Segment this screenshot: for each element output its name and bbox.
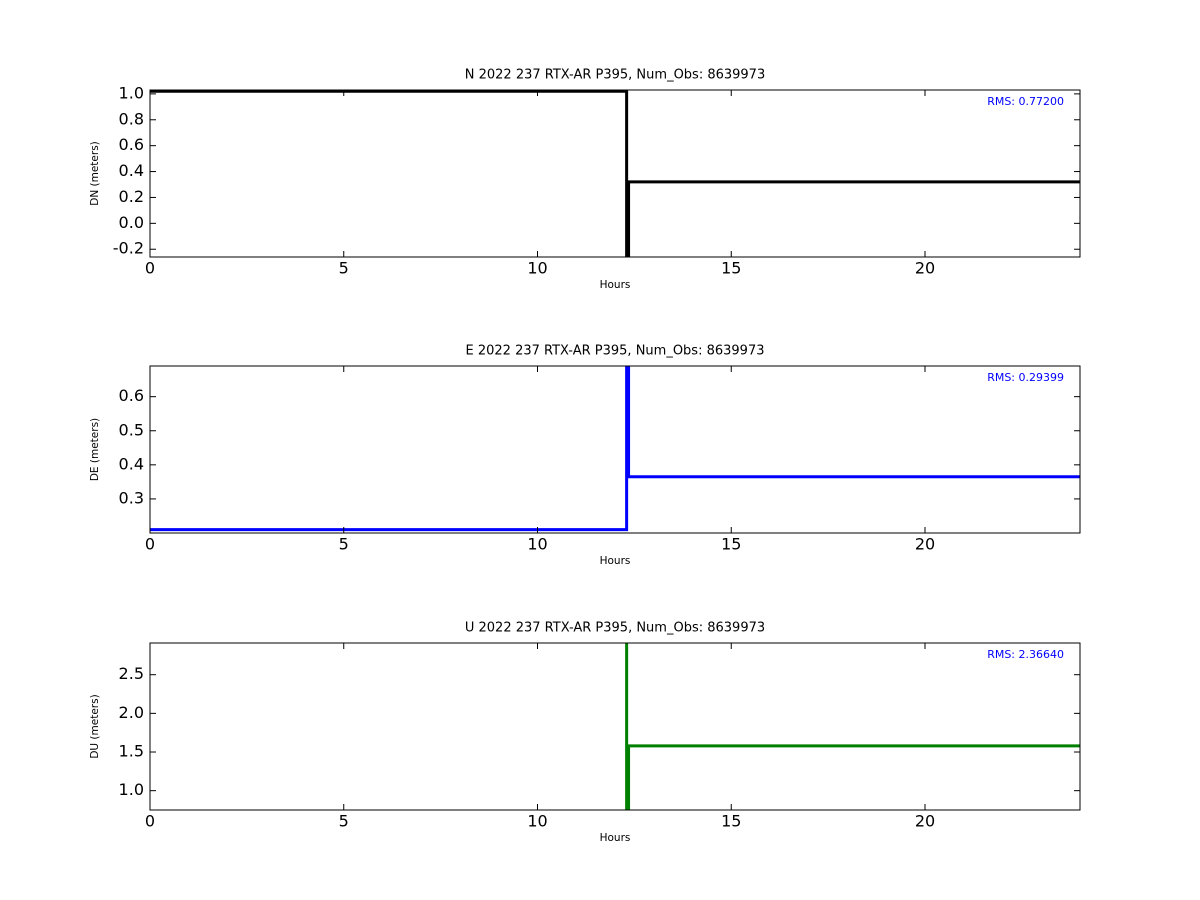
- y-tick-label: 0.4: [119, 161, 144, 180]
- rms-annotation: RMS: 0.77200: [987, 95, 1064, 108]
- subplot: E 2022 237 RTX-AR P395, Num_Obs: 8639973…: [89, 344, 1081, 567]
- y-tick-label: 0.0: [119, 213, 144, 232]
- y-tick-label: 1.0: [119, 780, 144, 799]
- plot-frame: [149, 365, 1081, 534]
- x-tick-label: 15: [721, 812, 741, 831]
- y-tick-label: 0.6: [119, 386, 144, 405]
- y-axis-label: DE (meters): [89, 418, 101, 481]
- y-tick-label: 1.0: [119, 83, 144, 102]
- y-tick-label: 0.4: [119, 454, 144, 473]
- x-axis-label: Hours: [600, 555, 631, 567]
- y-tick-label: 0.6: [119, 135, 144, 154]
- subplot-title: U 2022 237 RTX-AR P395, Num_Obs: 8639973: [465, 621, 765, 636]
- rms-annotation: RMS: 2.36640: [987, 648, 1064, 661]
- data-line: [625, 643, 1080, 810]
- y-tick-label: 1.5: [119, 742, 144, 761]
- x-tick-label: 10: [527, 259, 547, 278]
- x-tick-label: 20: [915, 812, 935, 831]
- y-tick-label: 0.2: [119, 187, 144, 206]
- x-tick-label: 0: [145, 259, 155, 278]
- x-tick-label: 10: [527, 812, 547, 831]
- y-axis-label: DN (meters): [89, 141, 101, 206]
- x-tick-label: 5: [339, 535, 349, 554]
- plot-frame: [149, 89, 1081, 258]
- x-tick-label: 0: [145, 535, 155, 554]
- subplot: U 2022 237 RTX-AR P395, Num_Obs: 8639973…: [89, 621, 1081, 844]
- x-tick-label: 5: [339, 812, 349, 831]
- x-axis-label: Hours: [600, 279, 631, 291]
- data-line: [150, 90, 1080, 257]
- x-tick-label: 20: [915, 535, 935, 554]
- y-tick-label: -0.2: [113, 239, 144, 258]
- subplot-title: N 2022 237 RTX-AR P395, Num_Obs: 8639973: [465, 68, 765, 83]
- y-tick-label: 0.5: [119, 420, 144, 439]
- subplot: N 2022 237 RTX-AR P395, Num_Obs: 8639973…: [89, 68, 1081, 291]
- x-tick-label: 10: [527, 535, 547, 554]
- x-tick-label: 20: [915, 259, 935, 278]
- x-axis-label: Hours: [600, 832, 631, 844]
- y-axis-label: DU (meters): [89, 694, 101, 758]
- x-tick-label: 5: [339, 259, 349, 278]
- plot-frame: [149, 642, 1081, 811]
- x-tick-label: 0: [145, 812, 155, 831]
- data-line: [150, 366, 1080, 532]
- y-tick-label: 2.5: [119, 664, 144, 683]
- y-tick-label: 2.0: [119, 703, 144, 722]
- x-tick-label: 15: [721, 535, 741, 554]
- subplot-title: E 2022 237 RTX-AR P395, Num_Obs: 8639973: [466, 344, 765, 359]
- y-tick-label: 0.3: [119, 488, 144, 507]
- x-tick-label: 15: [721, 259, 741, 278]
- y-tick-label: 0.8: [119, 109, 144, 128]
- rms-annotation: RMS: 0.29399: [987, 371, 1064, 384]
